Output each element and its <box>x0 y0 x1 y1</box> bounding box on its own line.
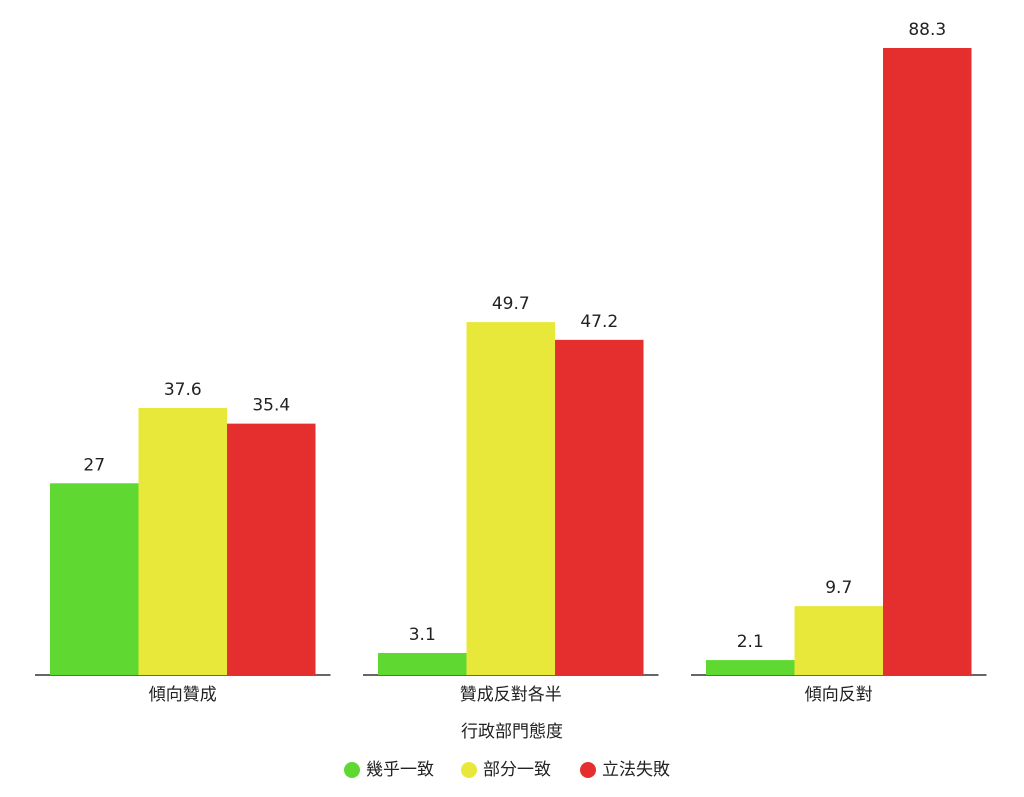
data-label: 47.2 <box>580 312 618 332</box>
data-label: 2.1 <box>737 632 764 652</box>
legend-label: 幾乎一致 <box>366 760 434 780</box>
bar <box>227 423 316 675</box>
bar <box>794 606 883 675</box>
legend-marker <box>580 762 596 778</box>
bar <box>883 48 972 675</box>
x-tick-label: 傾向贊成 <box>149 685 217 705</box>
legend-label: 部分一致 <box>483 760 551 780</box>
bar <box>466 322 555 675</box>
data-label: 35.4 <box>252 396 290 416</box>
x-tick-label: 傾向反對 <box>805 685 873 705</box>
legend-label: 立法失敗 <box>602 760 670 780</box>
data-label: 9.7 <box>825 578 852 598</box>
x-tick-label: 贊成反對各半 <box>460 685 562 705</box>
bar <box>378 652 467 675</box>
legend-marker <box>344 762 360 778</box>
legend-marker <box>461 762 477 778</box>
data-label: 88.3 <box>908 20 946 40</box>
bar <box>706 660 795 675</box>
bar <box>555 339 644 675</box>
bar <box>50 483 139 675</box>
data-label: 37.6 <box>164 380 202 400</box>
bar <box>138 408 227 675</box>
data-label: 3.1 <box>409 625 436 645</box>
data-label: 27 <box>83 455 105 475</box>
data-label: 49.7 <box>492 294 530 314</box>
x-axis-title: 行政部門態度 <box>461 722 563 742</box>
